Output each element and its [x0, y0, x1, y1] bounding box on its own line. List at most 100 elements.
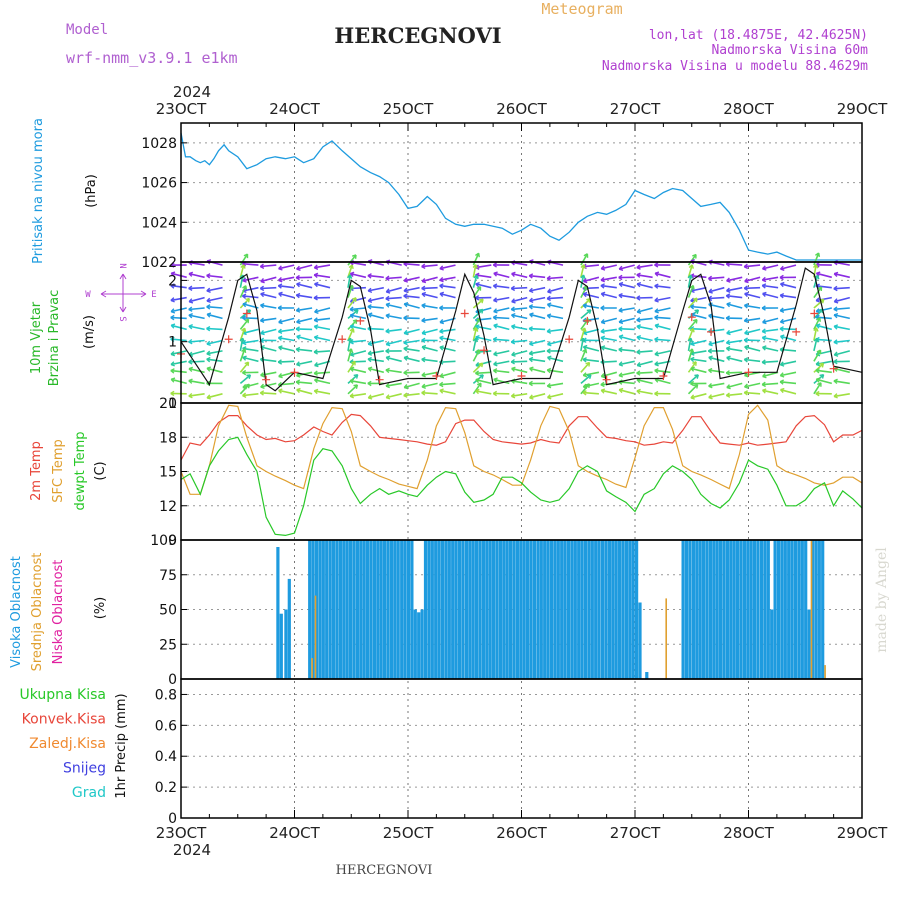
wind-arrowhead	[511, 298, 516, 304]
wind-arrowhead	[693, 297, 698, 303]
cloud-bar-high	[349, 540, 353, 679]
wind-arrowhead	[367, 380, 372, 387]
x-tick-label-bottom: 28OCT	[723, 824, 774, 842]
wind-arrow	[601, 317, 617, 324]
wind-arrow	[296, 388, 313, 395]
cloud-bar-high	[797, 540, 801, 679]
wind-arrow	[188, 307, 205, 311]
wind-arrow	[296, 381, 313, 385]
wind-arrow	[493, 369, 510, 374]
wind-arrow	[654, 316, 671, 320]
cloud-bar-high	[430, 540, 434, 679]
wind-arrow	[260, 304, 277, 309]
wind-arrowhead	[367, 304, 372, 310]
wind-arrowhead	[493, 297, 498, 303]
cloud-bar-high	[502, 540, 506, 679]
wind-arrow	[762, 328, 779, 333]
wind-arrowhead	[206, 350, 211, 356]
cloud-bar-high	[763, 540, 767, 679]
wind-arrow	[618, 317, 635, 323]
x-tick-label-bottom: 25OCT	[383, 824, 434, 842]
cloud-bar-high	[495, 540, 499, 679]
wind-arrowhead	[479, 374, 484, 379]
wind-arrow	[744, 292, 761, 299]
wind-arrowhead	[761, 276, 767, 283]
wind-arrowhead	[170, 308, 176, 314]
wind-arrowhead	[313, 264, 319, 270]
wind-arrow	[439, 382, 456, 386]
wind-arrow	[744, 391, 761, 395]
wind-arrow	[239, 361, 250, 373]
cloud-bar-high	[509, 540, 513, 679]
wind-arrow	[472, 338, 477, 352]
precip-legend-item: Zaledj.Kisa	[29, 736, 106, 752]
wind-arrow	[601, 371, 618, 378]
wind-arrowhead	[188, 298, 194, 304]
wind-arrow	[350, 325, 367, 331]
cloud-bar-high	[614, 540, 618, 679]
cloud-bar-high	[515, 540, 519, 679]
cloud-bar-high	[645, 672, 649, 679]
temp-ylabel-dew: dewpt Temp	[73, 431, 88, 510]
cloud-bar-high	[611, 540, 615, 679]
wind-arrowhead	[579, 337, 586, 343]
wind-arrowhead	[188, 378, 193, 384]
wind-arrow	[242, 347, 259, 352]
wind-arrow	[511, 325, 528, 331]
wind-arrowhead	[528, 273, 534, 279]
wind-arrow	[421, 358, 438, 363]
cloud-bar-high	[519, 540, 523, 679]
wind-arrowhead	[833, 339, 838, 345]
wind-arrow	[493, 316, 510, 320]
wind-arrow	[780, 348, 797, 352]
wind-arrowhead	[385, 302, 391, 308]
wind-arrow	[529, 358, 546, 363]
wind-arrowhead	[439, 335, 444, 341]
wind-arrowhead	[762, 345, 767, 351]
wind-arrow	[780, 317, 797, 323]
wind-arrowhead	[278, 276, 283, 283]
wind-arrow	[260, 392, 277, 395]
wind-arrowhead	[295, 379, 301, 385]
cloud-bar-high	[746, 540, 750, 679]
wind-y-tick-label: 1	[168, 335, 177, 351]
wind-arrowhead	[779, 372, 785, 378]
cloud-bar-high	[601, 540, 605, 679]
wind-arrow	[493, 324, 510, 331]
wind-arrowhead	[170, 314, 175, 321]
wind-arrowhead	[618, 281, 624, 288]
wind-arrow	[511, 380, 528, 385]
cloud-bar-high	[434, 540, 438, 679]
cloud-bar-high	[725, 540, 729, 679]
wind-arrowhead	[242, 285, 248, 290]
wind-arrow	[762, 336, 779, 342]
wind-arrow	[726, 347, 743, 352]
cloud-bar-high	[549, 540, 554, 679]
wind-gust-marker	[659, 372, 668, 381]
wind-arrow	[511, 393, 528, 397]
wind-arrow	[744, 358, 761, 363]
wind-arrowhead	[743, 337, 748, 343]
wind-arrow	[762, 360, 779, 364]
wind-arrow	[601, 292, 617, 299]
wind-gust-marker	[829, 364, 838, 373]
wind-arrowhead	[618, 265, 624, 271]
wind-arrowhead	[296, 318, 301, 325]
cloud-bar-high	[563, 540, 567, 679]
wind-arrow	[654, 338, 671, 342]
cloud-bar-high	[583, 540, 588, 679]
wind-arrowhead	[692, 318, 698, 324]
cloud-bar-high	[566, 540, 571, 679]
cloud-bar-high	[481, 540, 485, 679]
cloud-bar-high	[635, 540, 639, 679]
wind-arrow	[242, 317, 259, 320]
wind-arrowhead	[510, 359, 515, 365]
wind-arrowhead	[476, 286, 482, 291]
wind-arrow	[403, 262, 420, 266]
wind-arrow	[834, 296, 851, 303]
wind-arrow	[744, 317, 761, 322]
wind-arrow	[385, 314, 402, 320]
wind-arrow	[242, 393, 259, 397]
lonlat-label: lon,lat (18.4875E, 42.4625N)	[649, 28, 868, 43]
wind-arrowhead	[600, 305, 605, 311]
